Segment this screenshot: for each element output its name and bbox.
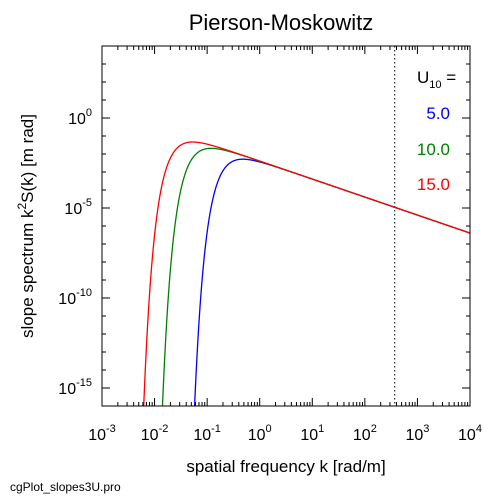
x-tick-label: 103 xyxy=(405,423,429,444)
legend-title-sub: 10 xyxy=(429,79,441,91)
x-tick-label: 10-1 xyxy=(193,423,221,444)
series-line-u5-0 xyxy=(193,158,470,406)
x-tick-label-base: 10 xyxy=(141,427,159,444)
legend-entry-u5-0: 5.0 xyxy=(426,104,450,123)
legend-title: U10 = xyxy=(417,68,456,91)
x-tick-label-exponent: 2 xyxy=(371,423,377,435)
y-tick-label-exponent: 0 xyxy=(86,107,92,119)
legend-title-suffix: = xyxy=(442,68,457,87)
x-tick-label-base: 10 xyxy=(88,427,106,444)
y-axis-label-part-a: slope spectrum k xyxy=(18,209,37,338)
x-tick-label: 100 xyxy=(248,423,272,444)
y-tick-label-base: 10 xyxy=(58,291,76,308)
x-tick-label-exponent: -3 xyxy=(106,423,116,435)
x-tick-label-base: 10 xyxy=(458,427,476,444)
y-tick-label-exponent: -5 xyxy=(82,197,92,209)
x-tick-label-exponent: 4 xyxy=(476,423,482,435)
x-tick-label-base: 10 xyxy=(300,427,318,444)
y-axis-label: slope spectrum k2S(k) [m rad] xyxy=(15,114,37,338)
x-tick-label: 104 xyxy=(458,423,482,444)
x-tick-label-exponent: 0 xyxy=(266,423,272,435)
legend: U10 = 5.0 10.0 15.0 xyxy=(417,68,456,194)
y-tick-label: 10-10 xyxy=(58,287,92,308)
legend-title-base: U xyxy=(417,68,429,87)
x-tick-label-exponent: -1 xyxy=(211,423,221,435)
x-tick-label-exponent: -2 xyxy=(159,423,169,435)
x-tick-label: 101 xyxy=(300,423,324,444)
x-tick-label-base: 10 xyxy=(405,427,423,444)
y-axis-label-part-b: S(k) [m rad] xyxy=(18,114,37,203)
x-tick-label: 10-3 xyxy=(88,423,116,444)
x-tick-label: 102 xyxy=(353,423,377,444)
x-tick-label-base: 10 xyxy=(353,427,371,444)
y-tick-label-base: 10 xyxy=(58,381,76,398)
y-tick-label-exponent: -15 xyxy=(76,377,92,389)
x-tick-label-exponent: 1 xyxy=(318,423,324,435)
footer-filename: cgPlot_slopes3U.pro xyxy=(10,480,121,494)
y-axis-label-superscript: 2 xyxy=(15,202,29,209)
x-tick-label: 10-2 xyxy=(141,423,169,444)
x-axis: 10-3 10-2 10-1 100 101 102 103 104 xyxy=(88,46,482,444)
plot-area xyxy=(143,46,470,406)
y-tick-label-base: 10 xyxy=(68,111,86,128)
x-tick-label-base: 10 xyxy=(193,427,211,444)
chart-title: Pierson-Moskowitz xyxy=(189,10,374,35)
x-tick-label-exponent: 3 xyxy=(423,423,429,435)
legend-entry-u10-0: 10.0 xyxy=(417,140,450,159)
y-tick-label: 10-15 xyxy=(58,377,92,398)
series-line-u15-0 xyxy=(143,141,470,406)
x-tick-label-base: 10 xyxy=(248,427,266,444)
y-tick-label: 100 xyxy=(68,107,92,128)
legend-entry-u15-0: 15.0 xyxy=(417,175,450,194)
x-axis-label: spatial frequency k [rad/m] xyxy=(186,457,385,476)
y-tick-label: 10-5 xyxy=(64,197,92,218)
y-tick-label-base: 10 xyxy=(64,201,82,218)
plot-frame xyxy=(101,45,471,407)
y-tick-label-exponent: -10 xyxy=(76,287,92,299)
